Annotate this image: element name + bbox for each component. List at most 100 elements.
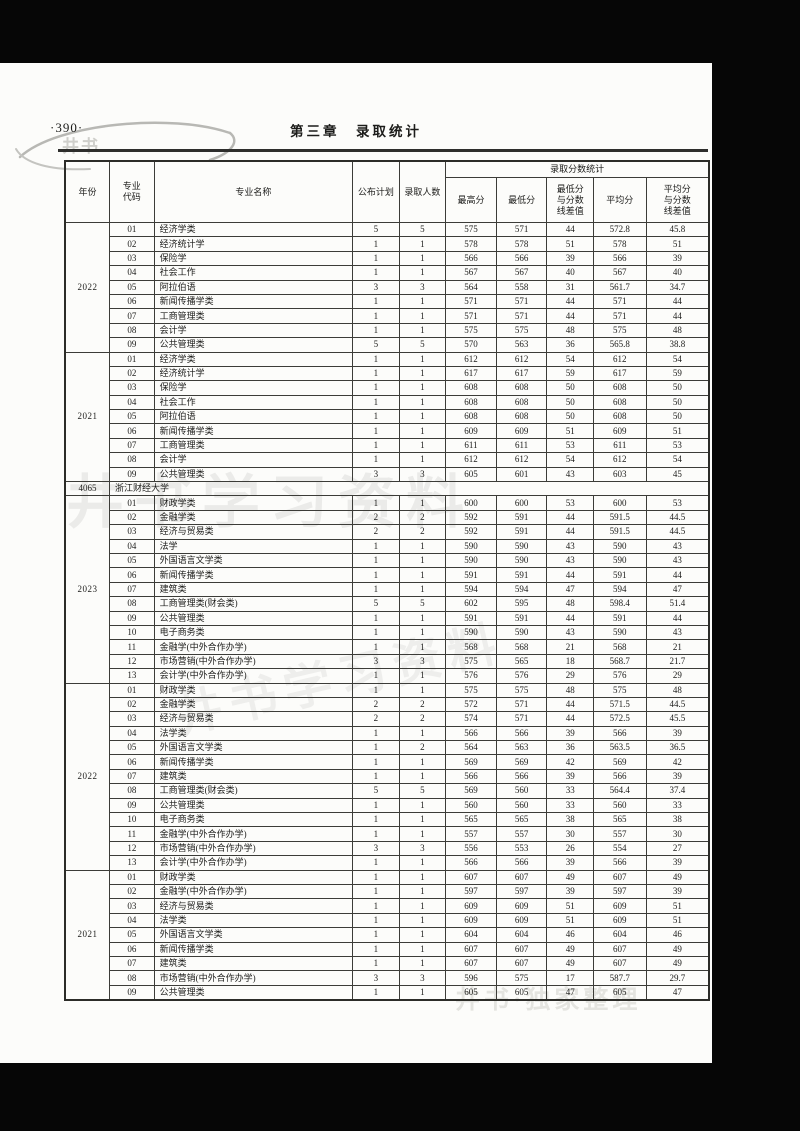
min-score-cell: 607 (495, 955, 548, 972)
major-name-cell: 阿拉伯语 (153, 279, 354, 295)
plan-cell: 1 (352, 912, 400, 929)
code-cell: 07 (109, 768, 155, 785)
min-diff-cell: 51 (546, 912, 594, 929)
min-diff-cell: 44 (546, 221, 594, 238)
major-name-cell: 新闻传播学类 (153, 423, 354, 439)
min-score-cell: 575 (495, 322, 548, 339)
avg-diff-cell: 54 (645, 351, 710, 367)
plan-cell: 1 (352, 639, 400, 655)
code-cell: 01 (109, 869, 155, 885)
plan-cell: 2 (352, 696, 400, 713)
major-name-cell: 电子商务类 (153, 624, 354, 641)
plan-cell: 1 (352, 452, 400, 468)
plan-cell: 1 (352, 725, 400, 742)
min-score-cell: 604 (495, 927, 548, 943)
min-score-cell: 609 (495, 912, 548, 929)
table-row: 04 社会工作 1 1 608 608 50 608 50 (65, 394, 710, 411)
avg-diff-cell: 50 (645, 409, 710, 425)
min-diff-cell: 54 (546, 351, 594, 367)
avg-diff-cell: 44.5 (645, 524, 710, 540)
max-score-cell: 597 (445, 883, 497, 900)
code-cell: 03 (109, 898, 155, 914)
max-score-cell: 608 (445, 380, 497, 396)
table-row: 09 公共管理类 1 1 591 591 44 591 44 (65, 610, 710, 626)
max-score-cell: 565 (445, 812, 497, 828)
min-diff-cell: 44 (546, 567, 594, 583)
table-row: 07 建筑类 1 1 566 566 39 566 39 (65, 768, 710, 785)
code-cell: 05 (109, 740, 155, 756)
avg-score-cell: 587.7 (592, 970, 647, 986)
plan-cell: 5 (352, 337, 400, 353)
table-row: 03 保险学 1 1 608 608 50 608 50 (65, 380, 710, 396)
major-name-cell: 会计学(中外合作办学) (153, 668, 354, 684)
code-cell: 06 (109, 754, 155, 770)
major-name-cell: 工商管理类(财会类) (153, 596, 354, 612)
plan-cell: 1 (352, 826, 400, 842)
col-score-stats: 录取分数统计 (445, 160, 710, 178)
avg-score-cell: 569 (592, 754, 647, 770)
table-row: 09 公共管理类 1 1 605 605 47 605 47 (65, 984, 710, 1001)
min-diff-cell: 33 (546, 797, 594, 814)
major-name-cell: 金融学(中外合作办学) (153, 639, 354, 655)
min-score-cell: 608 (495, 409, 548, 425)
min-diff-cell: 49 (546, 869, 594, 885)
avg-score-cell: 564.4 (592, 783, 647, 799)
plan-cell: 5 (352, 221, 400, 238)
major-name-cell: 保险学 (153, 380, 354, 396)
plan-cell: 1 (352, 538, 400, 554)
admitted-cell: 1 (398, 898, 447, 914)
plan-cell: 1 (352, 423, 400, 439)
avg-diff-cell: 50 (645, 394, 710, 411)
min-diff-cell: 51 (546, 423, 594, 439)
plan-cell: 1 (352, 394, 400, 411)
major-name-cell: 工商管理类 (153, 437, 354, 454)
avg-score-cell: 600 (592, 495, 647, 511)
school-name-cell: 浙江财经大学 (109, 481, 710, 497)
major-name-cell: 新闻传播学类 (153, 941, 354, 957)
table-row: 06 新闻传播学类 1 1 569 569 42 569 42 (65, 754, 710, 770)
major-name-cell: 建筑类 (153, 768, 354, 785)
table-row: 02 经济统计学 1 1 617 617 59 617 59 (65, 365, 710, 382)
major-name-cell: 法学类 (153, 725, 354, 742)
major-name-cell: 财政学类 (153, 495, 354, 511)
major-name-cell: 会计学(中外合作办学) (153, 855, 354, 871)
min-diff-cell: 33 (546, 783, 594, 799)
min-score-cell: 578 (495, 236, 548, 252)
code-cell: 10 (109, 624, 155, 641)
major-name-cell: 外国语言文学类 (153, 552, 354, 569)
table-row: 13 会计学(中外合作办学) 1 1 576 576 29 576 29 (65, 668, 710, 684)
max-score-cell: 568 (445, 639, 497, 655)
avg-diff-cell: 39 (645, 883, 710, 900)
plan-cell: 1 (352, 682, 400, 698)
avg-score-cell: 572.5 (592, 711, 647, 727)
major-name-cell: 经济与贸易类 (153, 524, 354, 540)
max-score-cell: 564 (445, 740, 497, 756)
avg-score-cell: 609 (592, 898, 647, 914)
min-diff-cell: 49 (546, 941, 594, 957)
plan-cell: 1 (352, 768, 400, 785)
plan-cell: 1 (352, 812, 400, 828)
col-avg-diff-label: 平均分与分数线差值 (663, 183, 691, 216)
table-row: 04 社会工作 1 1 567 567 40 567 40 (65, 265, 710, 281)
max-score-cell: 578 (445, 236, 497, 252)
min-diff-cell: 21 (546, 639, 594, 655)
year-cell: 2021 (64, 869, 111, 1001)
avg-diff-cell: 54 (645, 452, 710, 468)
min-diff-cell: 36 (546, 740, 594, 756)
code-cell: 07 (109, 581, 155, 598)
avg-score-cell: 565 (592, 812, 647, 828)
avg-diff-cell: 49 (645, 869, 710, 885)
min-score-cell: 605 (495, 984, 548, 1001)
col-min-score: 最低分 (495, 177, 548, 223)
min-diff-cell: 43 (546, 466, 594, 483)
max-score-cell: 596 (445, 970, 497, 986)
avg-score-cell: 576 (592, 668, 647, 684)
max-score-cell: 608 (445, 394, 497, 411)
min-diff-cell: 43 (546, 624, 594, 641)
admitted-cell: 1 (398, 797, 447, 814)
col-major-code: 专业代码 (109, 160, 155, 223)
min-score-cell: 590 (495, 538, 548, 554)
admitted-cell: 1 (398, 754, 447, 770)
min-diff-cell: 31 (546, 279, 594, 295)
plan-cell: 1 (352, 437, 400, 454)
